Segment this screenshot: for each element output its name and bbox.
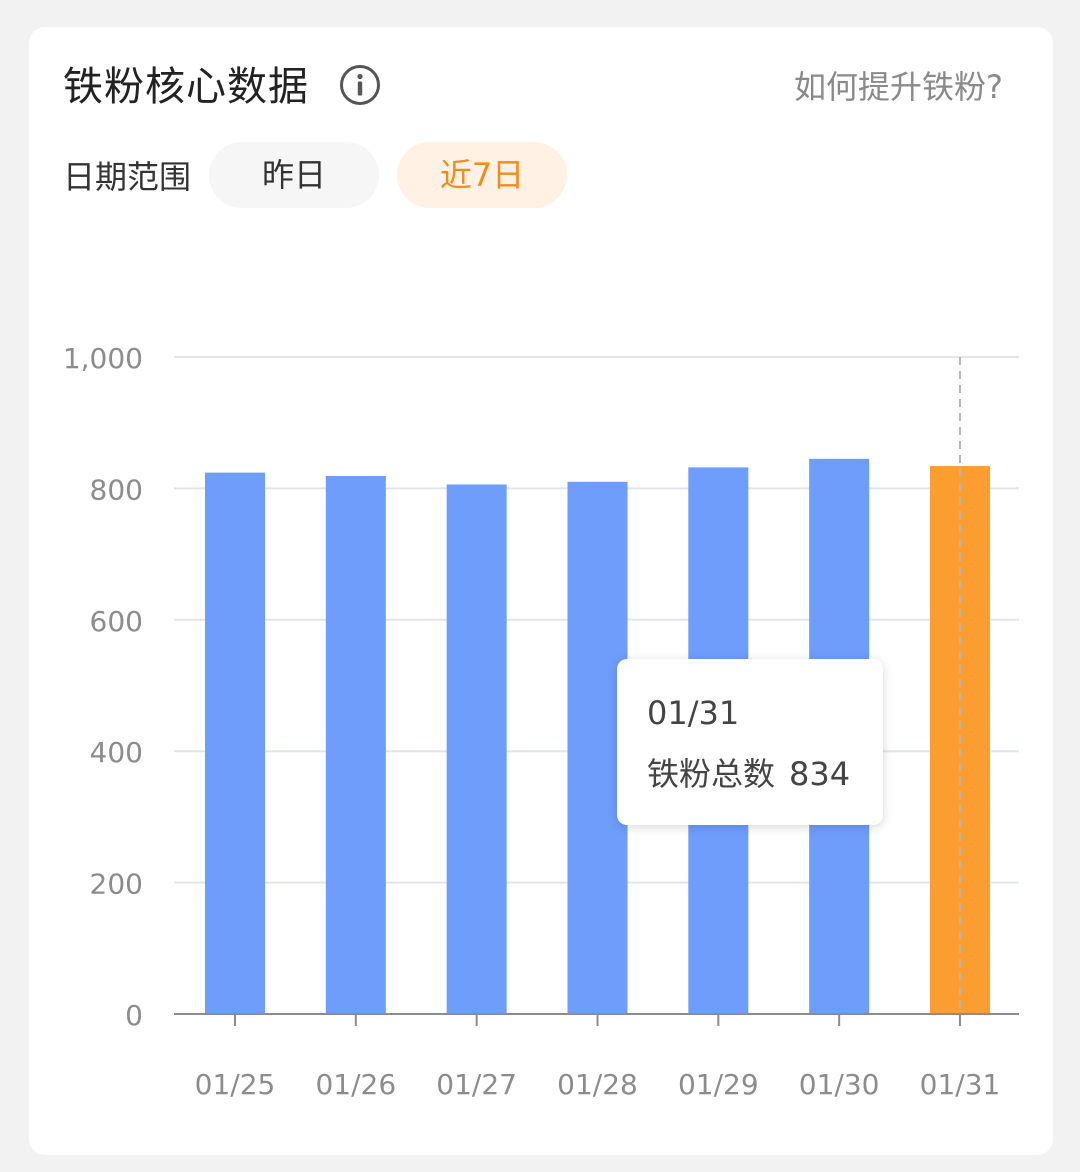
bar <box>446 484 507 1014</box>
chart-tooltip: 01/31 铁粉总数 834 <box>617 659 883 825</box>
fans-bar-chart: 0 200 400 600 800 1,000 01/25 01/26 01/27 01/28 01… <box>63 342 1019 1101</box>
y-tick-label: 200 <box>90 868 143 901</box>
x-tick-label: 01/31 <box>920 1068 1001 1101</box>
x-tick-label: 01/30 <box>799 1068 880 1101</box>
y-tick-label: 1,000 <box>63 342 143 375</box>
x-tick-label: 01/29 <box>678 1068 759 1101</box>
y-tick-label: 800 <box>90 473 143 506</box>
x-tick-label: 01/26 <box>315 1068 396 1101</box>
y-tick-label: 400 <box>90 736 143 769</box>
bar <box>325 475 386 1014</box>
info-icon[interactable] <box>339 64 381 106</box>
fans-core-data-card: 铁粉核心数据 如何提升铁粉? 日期范围 昨日 近7日 0 200 400 600 800… <box>29 27 1053 1155</box>
y-tick-label: 0 <box>125 999 143 1032</box>
date-range-label: 日期范围 <box>63 158 192 196</box>
card-title: 铁粉核心数据 <box>63 64 309 110</box>
how-to-increase-fans-link[interactable]: 如何提升铁粉? <box>794 68 1003 106</box>
tooltip-value: 834 <box>789 755 851 793</box>
x-tick-label: 01/28 <box>557 1068 638 1101</box>
y-tick-label: 600 <box>90 605 143 638</box>
tooltip-series-label: 铁粉总数 <box>647 755 776 793</box>
tooltip-row: 铁粉总数 834 <box>647 752 850 796</box>
range-option-last-7-days[interactable]: 近7日 <box>397 142 567 208</box>
bar <box>205 472 265 1015</box>
tooltip-date: 01/31 <box>647 694 740 732</box>
x-tick-label: 01/25 <box>195 1068 276 1101</box>
range-option-yesterday[interactable]: 昨日 <box>209 142 379 208</box>
x-tick-label: 01/27 <box>436 1068 517 1101</box>
